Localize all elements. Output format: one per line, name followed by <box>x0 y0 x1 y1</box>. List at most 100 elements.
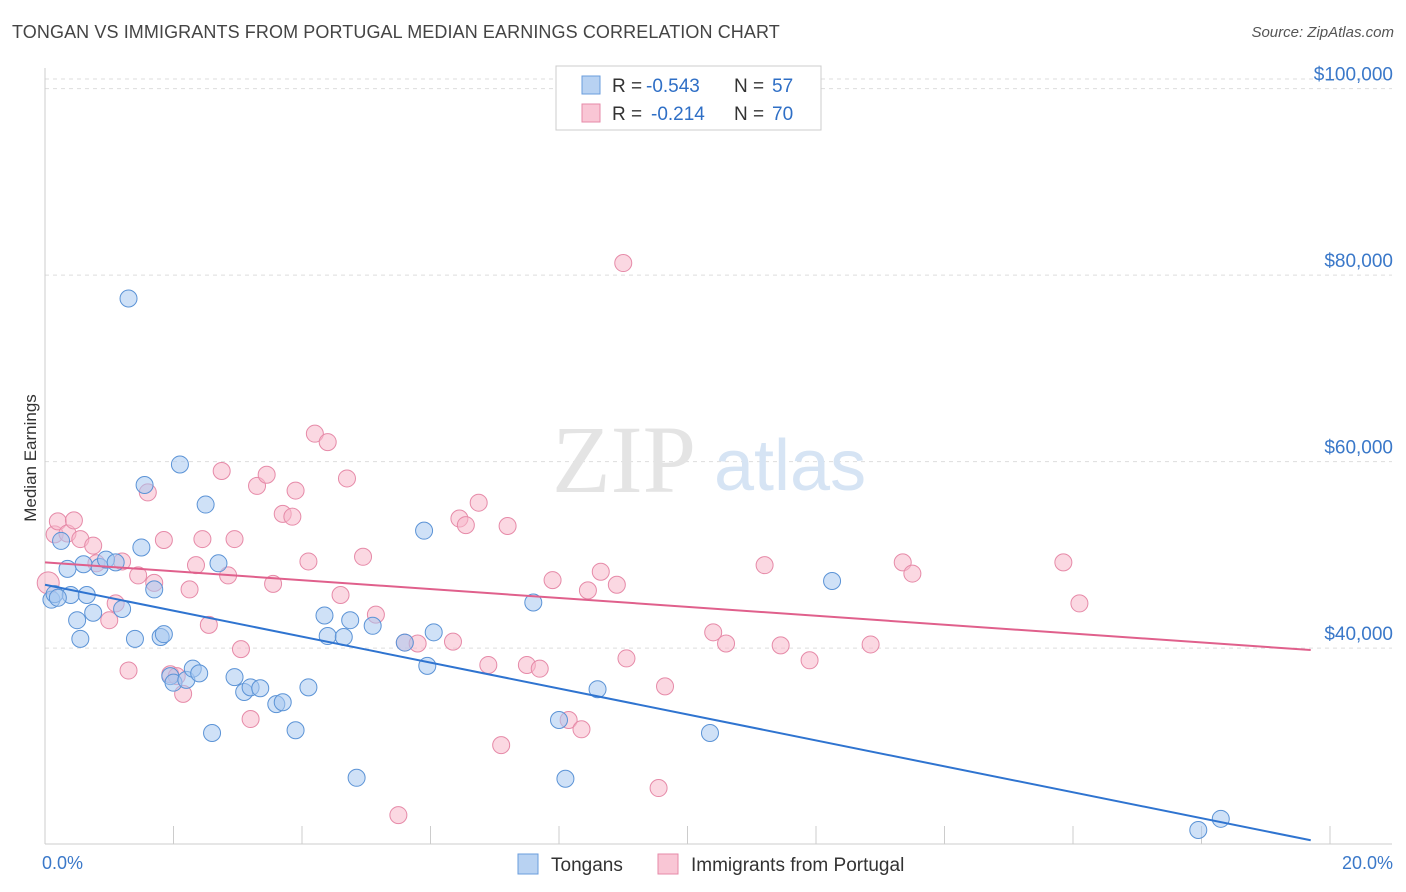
bottom-legend-swatch-portugal <box>657 853 679 875</box>
portugal-point <box>119 661 138 680</box>
tongans-point <box>524 593 543 612</box>
y-axis-label: Median Earnings <box>21 394 40 522</box>
tongans-point <box>550 710 568 729</box>
tongans-point <box>347 768 366 787</box>
tongans-point <box>273 693 292 712</box>
tongans-point <box>700 724 719 743</box>
y-tick-label: $40,000 <box>1324 624 1393 645</box>
portugal-point <box>84 536 103 555</box>
tongans-point <box>1211 809 1230 828</box>
portugal-point <box>479 655 498 674</box>
legend-n-value-2: 70 <box>772 104 793 125</box>
portugal-point <box>199 615 218 634</box>
legend-r-label-2: R = <box>612 104 642 125</box>
chart-title: TONGAN VS IMMIGRANTS FROM PORTUGAL MEDIA… <box>12 22 780 42</box>
points-tongans <box>42 289 1230 840</box>
portugal-point <box>257 465 276 484</box>
portugal-point <box>572 720 591 739</box>
tongans-point <box>113 600 132 619</box>
tongans-point <box>1189 821 1208 840</box>
tongans-point <box>315 606 334 625</box>
portugal-point <box>231 640 250 659</box>
tongans-point <box>135 475 154 494</box>
watermark-atlas: atlas <box>714 426 866 506</box>
grid-lines <box>45 78 1392 649</box>
portugal-point <box>331 586 350 605</box>
tick-labels: $40,000 $60,000 $80,000 $100,000 0.0% 20.0% <box>42 65 1393 873</box>
portugal-point <box>607 575 626 594</box>
portugal-point <box>129 566 148 585</box>
x-tick-label: 0.0% <box>42 853 83 873</box>
bottom-legend-label-tongans: Tongans <box>551 855 623 876</box>
portugal-point <box>755 556 774 575</box>
y-tick-label: $80,000 <box>1324 251 1393 272</box>
portugal-point <box>704 623 723 642</box>
portugal-point <box>1070 594 1089 613</box>
portugal-point <box>800 651 819 670</box>
source-label: Source: ZipAtlas.com <box>1251 24 1394 41</box>
portugal-point <box>64 511 83 530</box>
portugal-point <box>469 493 488 512</box>
portugal-point <box>771 636 790 655</box>
portugal-point <box>389 806 408 825</box>
portugal-point <box>614 254 633 273</box>
portugal-point <box>100 611 119 630</box>
tongans-point <box>286 721 305 740</box>
portugal-point <box>649 779 668 798</box>
portugal-point <box>305 424 324 443</box>
y-tick-label: $60,000 <box>1324 438 1393 459</box>
tongans-point <box>84 603 103 622</box>
legend-swatch-blue <box>581 75 601 95</box>
legend-r-label-1: R = <box>612 76 642 97</box>
portugal-point <box>456 516 475 535</box>
portugal-point <box>283 507 302 526</box>
tongans-point <box>119 289 138 308</box>
portugal-point <box>212 461 231 480</box>
trend-line-portugal <box>44 561 1311 652</box>
tongans-point <box>190 664 209 683</box>
tongans-point <box>424 623 443 642</box>
legend-r-value-2: -0.214 <box>651 104 705 125</box>
tongans-point <box>209 554 228 573</box>
tongans-point <box>225 668 244 687</box>
bottom-legend: Tongans Immigrants from Portugal <box>517 853 904 876</box>
watermark: ZIP atlas <box>552 406 866 513</box>
portugal-point <box>530 659 549 678</box>
legend-box: R = -0.543 N = 57 R = -0.214 N = 70 <box>555 65 822 131</box>
legend-n-value-1: 57 <box>772 76 793 97</box>
tongans-point <box>251 679 270 698</box>
portugal-point <box>318 433 337 452</box>
portugal-point <box>286 481 305 500</box>
portugal-point <box>492 736 511 755</box>
portugal-point <box>241 710 260 729</box>
axes <box>44 68 1392 845</box>
tongans-point <box>125 629 144 648</box>
portugal-point <box>903 564 922 583</box>
tongans-point <box>52 531 71 550</box>
portugal-point <box>337 469 356 488</box>
tongans-point <box>48 588 67 607</box>
tongans-point <box>341 611 360 630</box>
tongans-point <box>170 455 189 474</box>
portugal-point <box>299 552 318 571</box>
trend-lines <box>44 561 1311 842</box>
portugal-point <box>264 574 283 593</box>
legend-swatch-pink <box>581 103 601 123</box>
portugal-point <box>861 635 880 654</box>
portugal-point <box>154 530 173 549</box>
bottom-legend-swatch-tongans <box>517 853 539 875</box>
tongans-point <box>395 633 414 652</box>
portugal-point <box>193 530 212 549</box>
portugal-point <box>225 530 244 549</box>
portugal-point <box>543 571 562 590</box>
portugal-point <box>717 634 736 653</box>
x-tick-label: 20.0% <box>1342 853 1393 873</box>
portugal-point <box>591 562 610 581</box>
watermark-zip: ZIP <box>552 406 696 513</box>
tongans-point <box>196 495 215 514</box>
tongans-point <box>588 680 607 699</box>
tongans-point <box>299 678 318 697</box>
legend-r-value-1: -0.543 <box>646 76 700 97</box>
tongans-point <box>415 521 434 540</box>
